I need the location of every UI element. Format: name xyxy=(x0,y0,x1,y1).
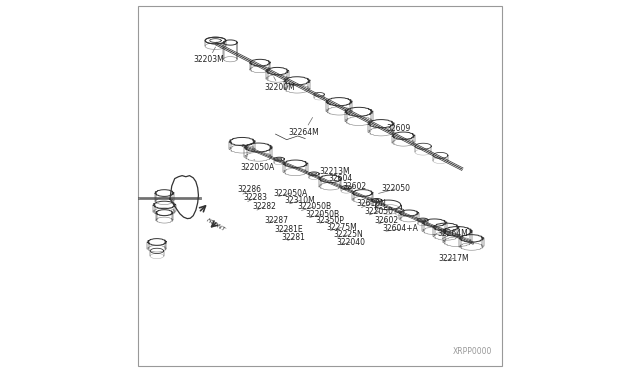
Text: 32200M: 32200M xyxy=(264,77,295,92)
Text: 32275M: 32275M xyxy=(326,223,356,232)
Text: 322050: 322050 xyxy=(378,185,410,193)
Text: 322050A: 322050A xyxy=(274,189,308,198)
Text: 32217M: 32217M xyxy=(438,254,469,263)
Text: 32604: 32604 xyxy=(329,174,353,183)
Text: 322050A: 322050A xyxy=(240,159,275,172)
Text: 32609: 32609 xyxy=(387,124,411,136)
Text: 32602: 32602 xyxy=(375,217,399,225)
Text: 32610N: 32610N xyxy=(356,199,386,208)
Text: 32264M: 32264M xyxy=(289,118,319,137)
Text: 32264M: 32264M xyxy=(438,229,468,238)
Text: FRONT: FRONT xyxy=(205,217,227,232)
Text: 32287: 32287 xyxy=(264,216,289,225)
Text: XRPP0000: XRPP0000 xyxy=(453,347,492,356)
Text: 322050B: 322050B xyxy=(305,210,339,219)
Text: 32310M: 32310M xyxy=(285,196,316,205)
Text: 32350P: 32350P xyxy=(316,216,344,225)
Text: 322050: 322050 xyxy=(364,207,394,216)
Text: 32286: 32286 xyxy=(237,185,262,194)
Text: 32604+A: 32604+A xyxy=(382,224,418,234)
Text: 32203M: 32203M xyxy=(193,47,224,64)
Text: 322050B: 322050B xyxy=(297,202,331,211)
Text: 32213M: 32213M xyxy=(319,167,350,179)
Text: 32281: 32281 xyxy=(282,233,306,243)
Text: 32283: 32283 xyxy=(243,193,267,202)
Text: 322040: 322040 xyxy=(336,238,365,247)
Text: 32602: 32602 xyxy=(342,182,366,190)
Text: 32225N: 32225N xyxy=(333,230,364,240)
Text: 32282: 32282 xyxy=(253,202,276,211)
Text: 32281E: 32281E xyxy=(275,225,303,234)
